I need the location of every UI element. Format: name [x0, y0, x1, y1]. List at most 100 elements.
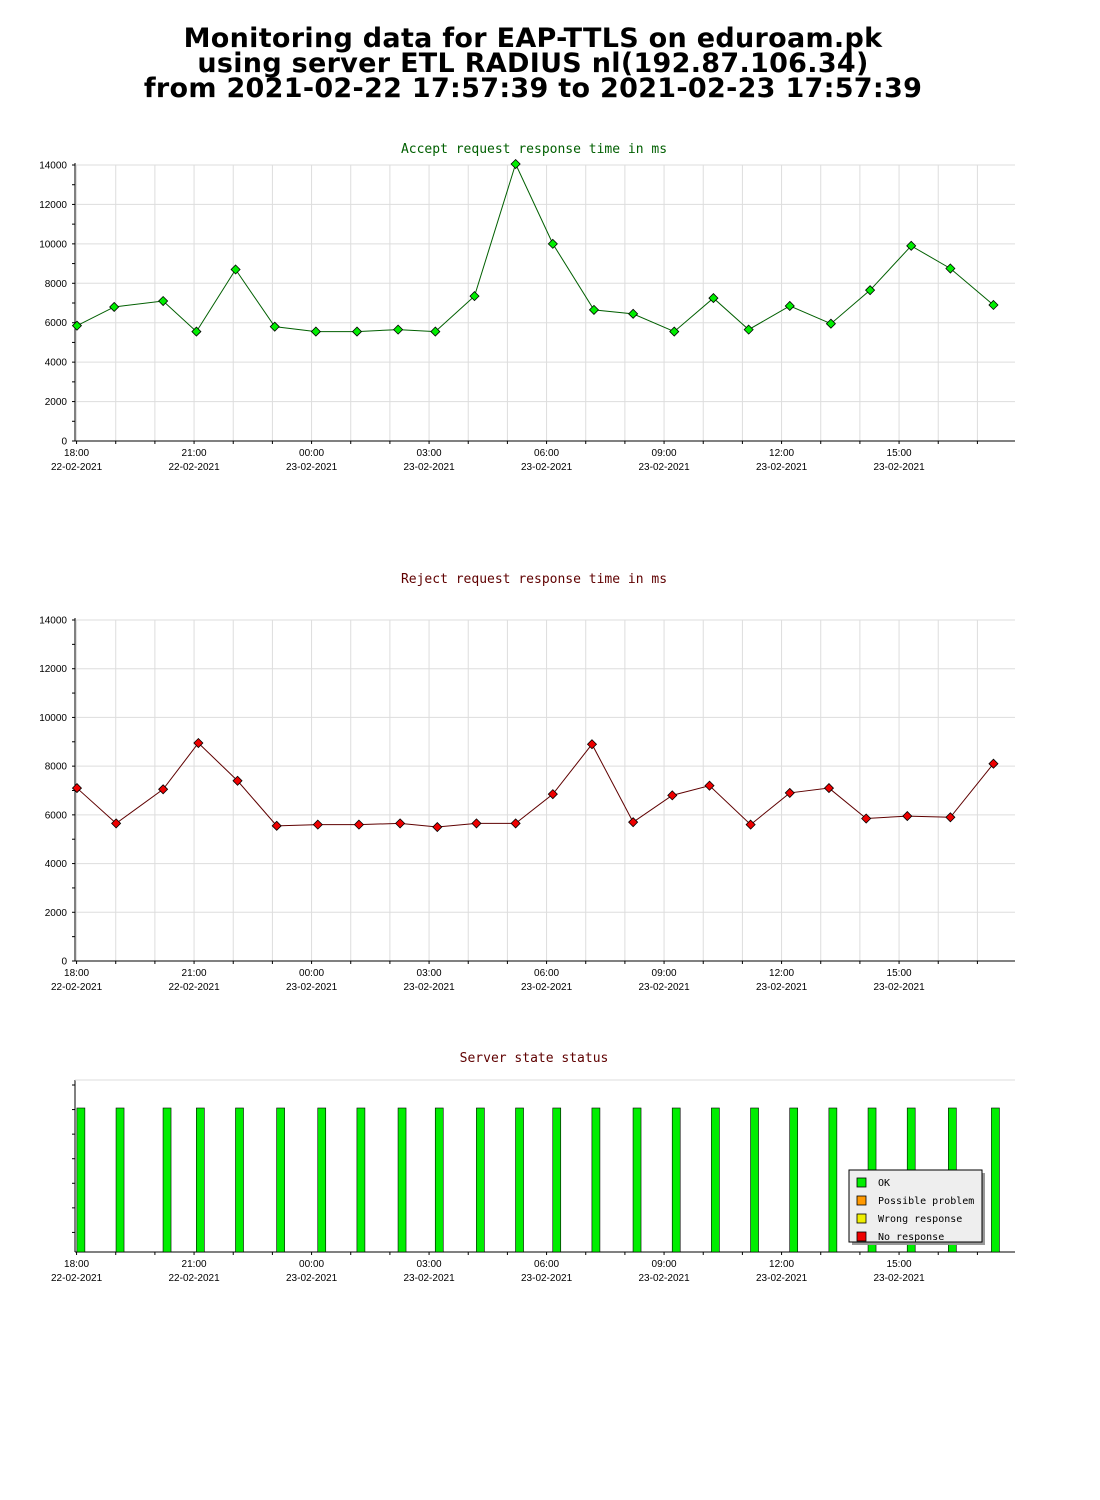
accept-series-line — [76, 162, 994, 333]
accept-data-point — [71, 320, 83, 331]
accept-x-tick-date: 23-02-2021 — [873, 462, 925, 473]
reject-data-point — [586, 739, 598, 750]
status-x-tick-time: 12:00 — [769, 1259, 794, 1270]
accept-y-tick-label: 6000 — [45, 318, 68, 329]
accept-x-tick-date: 22-02-2021 — [168, 462, 220, 473]
accept-chart-title: Accept request response time in ms — [401, 142, 667, 157]
reject-x-tick-date: 22-02-2021 — [168, 982, 220, 993]
legend-label: Wrong response — [878, 1214, 962, 1225]
accept-data-point — [469, 291, 480, 302]
title-line-3: from 2021-02-22 17:57:39 to 2021-02-23 1… — [143, 73, 923, 104]
status-x-tick-date: 23-02-2021 — [873, 1273, 925, 1284]
reject-x-tick-time: 09:00 — [652, 968, 677, 979]
accept-x-tick-date: 23-02-2021 — [286, 462, 338, 473]
page-title: Monitoring data for EAP-TTLS on eduroam.… — [0, 23, 1066, 104]
reject-x-tick-time: 03:00 — [417, 968, 442, 979]
accept-data-point — [109, 301, 120, 313]
reject-y-tick-label: 4000 — [45, 859, 68, 870]
accept-data-point — [708, 293, 719, 304]
accept-data-point — [158, 295, 169, 307]
status-chart-title: Server state status — [460, 1051, 609, 1066]
reject-data-point — [353, 819, 365, 830]
accept-data-point — [510, 158, 521, 170]
status-bar — [276, 1107, 285, 1253]
reject-x-tick-date: 22-02-2021 — [51, 982, 103, 993]
reject-response-chart: Reject request response time in ms 0 2000 4… — [39, 572, 1015, 993]
legend-label: OK — [878, 1178, 890, 1189]
accept-x-tick-date: 23-02-2021 — [521, 462, 573, 473]
reject-x-tick-date: 23-02-2021 — [286, 982, 338, 993]
reject-y-tick-label: 2000 — [45, 908, 68, 919]
reject-series-line — [76, 742, 994, 828]
status-x-tick-date: 23-02-2021 — [286, 1273, 338, 1284]
accept-data-point — [945, 263, 956, 274]
legend-swatch — [856, 1231, 867, 1242]
status-bar — [552, 1107, 562, 1253]
reject-data-point — [547, 789, 558, 800]
status-x-tick-date: 23-02-2021 — [403, 1273, 455, 1284]
reject-x-tick-time: 06:00 — [534, 968, 559, 979]
reject-data-point — [312, 819, 323, 830]
status-x-tick-time: 00:00 — [299, 1259, 324, 1270]
reject-data-point — [902, 811, 913, 822]
reject-chart-title: Reject request response time in ms — [401, 572, 667, 587]
title-line-1: Monitoring data for EAP-TTLS on eduroam.… — [183, 23, 883, 54]
accept-data-point — [825, 318, 836, 329]
accept-data-point — [669, 326, 680, 337]
status-bar — [789, 1107, 799, 1253]
reject-data-point — [823, 782, 835, 794]
server-status-chart: Server state status 18:00 22-02-2021 21:00 2… — [51, 1051, 1015, 1284]
accept-x-tick-date: 23-02-2021 — [403, 462, 455, 473]
legend-label: Possible problem — [878, 1196, 974, 1207]
status-x-tick-time: 15:00 — [887, 1259, 912, 1270]
reject-data-point — [471, 818, 482, 829]
accept-x-tick-time: 21:00 — [182, 448, 207, 459]
accept-data-point — [269, 321, 280, 332]
status-bar — [162, 1107, 172, 1253]
status-bar — [671, 1107, 681, 1253]
legend-label: No response — [878, 1232, 944, 1243]
accept-data-point — [906, 240, 917, 251]
status-bar — [711, 1107, 720, 1253]
status-x-tick-time: 03:00 — [417, 1259, 442, 1270]
accept-data-point — [743, 324, 754, 335]
reject-data-point — [158, 784, 169, 795]
accept-y-tick-label: 4000 — [45, 358, 68, 369]
accept-data-point — [865, 285, 876, 296]
reject-y-tick-label: 8000 — [45, 762, 68, 773]
status-bar — [991, 1107, 1000, 1253]
reject-x-tick-date: 23-02-2021 — [403, 982, 455, 993]
reject-data-point — [988, 758, 999, 769]
reject-data-point — [861, 813, 872, 824]
status-x-tick-time: 06:00 — [534, 1259, 559, 1270]
reject-data-point — [745, 819, 756, 830]
status-x-tick-date: 23-02-2021 — [756, 1273, 808, 1284]
reject-y-tick-label: 0 — [61, 957, 67, 968]
accept-y-tick-label: 8000 — [45, 279, 68, 290]
accept-data-point — [588, 304, 600, 315]
reject-data-point — [628, 817, 639, 828]
accept-x-tick-time: 06:00 — [534, 448, 559, 459]
reject-data-point — [111, 818, 122, 829]
accept-data-point — [988, 299, 999, 311]
status-x-tick-time: 09:00 — [652, 1259, 677, 1270]
status-x-tick-time: 18:00 — [64, 1259, 89, 1270]
accept-y-tick-label: 2000 — [45, 397, 68, 408]
status-x-tick-date: 23-02-2021 — [521, 1273, 573, 1284]
status-x-tick-date: 22-02-2021 — [51, 1273, 103, 1284]
status-bar — [434, 1107, 444, 1253]
reject-y-tick-label: 6000 — [45, 810, 68, 821]
reject-data-point — [784, 787, 795, 799]
accept-data-point — [351, 326, 363, 337]
reject-x-tick-time: 18:00 — [64, 968, 89, 979]
legend-box — [848, 1169, 983, 1243]
status-bar — [356, 1107, 366, 1253]
reject-y-tick-label: 12000 — [39, 664, 67, 675]
status-x-tick-date: 22-02-2021 — [168, 1273, 220, 1284]
reject-x-tick-time: 21:00 — [182, 968, 207, 979]
accept-x-tick-time: 09:00 — [652, 448, 677, 459]
status-bar — [591, 1107, 601, 1253]
accept-data-point — [547, 238, 558, 249]
accept-x-tick-date: 23-02-2021 — [756, 462, 808, 473]
status-bar — [317, 1107, 327, 1253]
